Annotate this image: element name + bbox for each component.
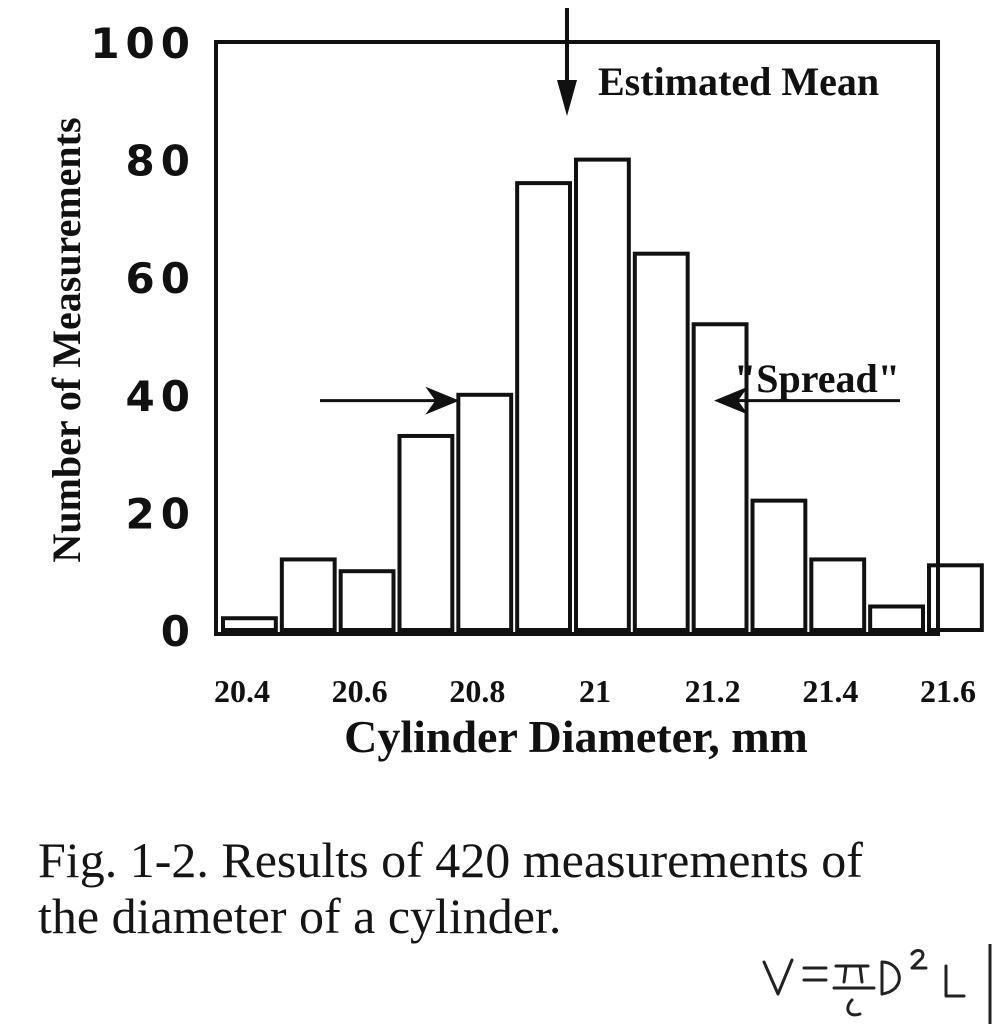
histogram-bar xyxy=(574,157,631,632)
histogram-bar xyxy=(338,569,396,633)
y-tick-label: 20 xyxy=(126,489,196,538)
spread-right-arrow-head xyxy=(714,386,749,415)
caption-line-1: Fig. 1-2. Results of 420 measurements of xyxy=(38,832,863,888)
plot-frame xyxy=(214,40,940,636)
histogram-bar xyxy=(868,604,926,632)
y-tick-labels: 0 20 40 60 80 100 xyxy=(90,19,196,656)
histogram-bars xyxy=(221,157,984,633)
spread-label: "Spread" xyxy=(734,356,900,401)
histogram-bar xyxy=(691,322,749,632)
estimated-mean-label: Estimated Mean xyxy=(598,59,879,104)
y-tick-label: 60 xyxy=(126,254,196,303)
handwritten-formula xyxy=(762,944,992,1024)
spread-left-arrow-head xyxy=(425,386,460,415)
histogram-bar xyxy=(809,557,867,632)
x-tick-label: 21 xyxy=(579,673,611,709)
x-axis-label: Cylinder Diameter, mm xyxy=(344,711,808,762)
x-tick-label: 20.6 xyxy=(332,673,388,709)
y-tick-label: 100 xyxy=(90,19,196,68)
histogram-bar xyxy=(456,392,514,632)
caption-line-2: the diameter of a cylinder. xyxy=(38,888,562,944)
x-tick-label: 20.4 xyxy=(214,673,270,709)
x-tick-label: 21.6 xyxy=(920,673,976,709)
figure-caption: Fig. 1-2. Results of 420 measurements of… xyxy=(38,832,978,944)
y-axis-label: Number of Measurements xyxy=(44,117,89,562)
histogram-bar xyxy=(515,181,573,632)
histogram-bar xyxy=(632,251,690,632)
y-tick-label: 0 xyxy=(161,607,196,656)
y-tick-label: 40 xyxy=(126,372,196,421)
x-tick-label: 21.2 xyxy=(685,673,741,709)
y-tick-label: 80 xyxy=(126,137,196,186)
histogram-bar xyxy=(750,498,808,633)
mean-arrow-head xyxy=(557,80,577,116)
x-tick-label: 21.4 xyxy=(802,673,858,709)
x-tick-label: 20.8 xyxy=(449,673,505,709)
x-tick-labels: 20.4 20.6 20.8 21 21.2 21.4 21.6 xyxy=(214,673,976,709)
histogram-bar xyxy=(221,616,278,632)
histogram-bar xyxy=(397,433,455,632)
histogram-bar xyxy=(279,557,337,632)
